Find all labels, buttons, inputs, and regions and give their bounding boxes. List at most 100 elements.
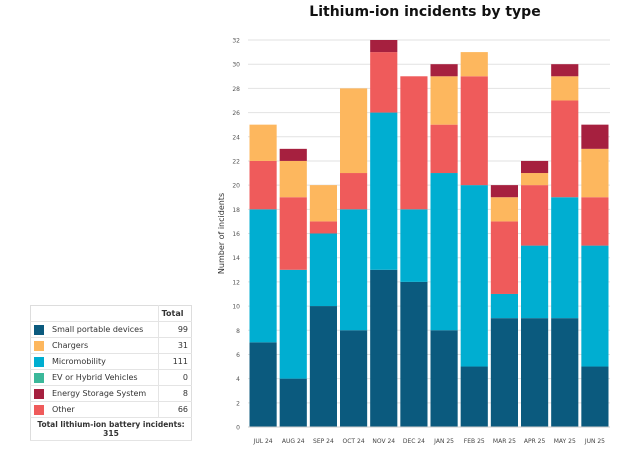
x-tick-label: JUN 25 bbox=[584, 438, 605, 445]
y-tick-label: 30 bbox=[232, 62, 240, 69]
bar-segment bbox=[460, 52, 488, 77]
legend-row: Small portable devices 99 bbox=[30, 321, 192, 338]
bar-segment bbox=[490, 293, 518, 319]
y-tick-label: 2 bbox=[236, 400, 240, 407]
legend-total-value: 0 bbox=[157, 369, 192, 386]
bar-segment bbox=[490, 221, 518, 294]
legend-label: Energy Storage System bbox=[49, 385, 159, 402]
bar-segment bbox=[581, 245, 609, 367]
y-axis-label: Number of incidents bbox=[217, 193, 226, 274]
legend-total-value: 31 bbox=[157, 337, 192, 354]
legend-table: Total Small portable devices 99 Chargers… bbox=[30, 305, 192, 441]
bar-segment bbox=[460, 185, 488, 367]
y-tick-label: 26 bbox=[232, 110, 240, 117]
bar-segment bbox=[521, 173, 549, 186]
x-tick-label: FEB 25 bbox=[464, 438, 485, 445]
bar-segment bbox=[430, 64, 458, 77]
bar-segment bbox=[279, 148, 307, 161]
bar-segment bbox=[581, 197, 609, 246]
y-tick-label: 8 bbox=[236, 328, 240, 335]
bar-segment bbox=[551, 100, 579, 198]
x-tick-label: NOV 24 bbox=[372, 438, 395, 445]
y-tick-label: 6 bbox=[236, 352, 240, 359]
bar-segment bbox=[490, 185, 518, 198]
legend-row: Micromobility 111 bbox=[30, 353, 192, 370]
chart-title: Lithium-ion incidents by type bbox=[309, 4, 541, 20]
bar-segment bbox=[370, 40, 398, 53]
bar-segment bbox=[309, 306, 337, 427]
bar-segment bbox=[279, 160, 307, 198]
y-tick-label: 28 bbox=[232, 86, 240, 93]
bar-segment bbox=[430, 330, 458, 427]
legend-label: Micromobility bbox=[49, 353, 159, 370]
bar-segment bbox=[400, 76, 428, 210]
y-tick-label: 20 bbox=[232, 183, 240, 190]
bar-segment bbox=[430, 76, 458, 125]
legend-swatch bbox=[34, 340, 44, 351]
bar-segment bbox=[551, 64, 579, 77]
bar-segment bbox=[309, 221, 337, 234]
bar-segment bbox=[430, 173, 458, 331]
bar-segment bbox=[581, 124, 609, 149]
bar-segment bbox=[249, 342, 277, 427]
bar-segment bbox=[340, 209, 368, 331]
bar-segment bbox=[551, 197, 579, 319]
x-tick-label: MAY 25 bbox=[554, 438, 576, 445]
x-tick-label: AUG 24 bbox=[282, 438, 305, 445]
y-tick-label: 24 bbox=[232, 134, 240, 141]
legend-swatch bbox=[34, 388, 44, 399]
bar-segment bbox=[490, 318, 518, 427]
y-tick-label: 16 bbox=[232, 231, 240, 238]
bar-segment bbox=[279, 269, 307, 379]
legend-total-value: 99 bbox=[157, 321, 192, 338]
bar-segment bbox=[309, 233, 337, 307]
legend-total-value: 8 bbox=[157, 385, 192, 402]
legend-label: Small portable devices bbox=[49, 321, 159, 338]
bar-segment bbox=[460, 76, 488, 186]
bar-segment bbox=[521, 160, 549, 174]
bar-segment bbox=[249, 209, 277, 343]
bar-segment bbox=[279, 197, 307, 270]
bar-segment bbox=[249, 124, 277, 161]
legend-row: Chargers 31 bbox=[30, 337, 192, 354]
y-tick-label: 12 bbox=[232, 279, 240, 286]
bar-segment bbox=[370, 52, 398, 113]
y-tick-label: 14 bbox=[232, 255, 240, 262]
bar-segment bbox=[521, 185, 549, 246]
legend-label: EV or Hybrid Vehicles bbox=[49, 369, 159, 386]
legend-swatch bbox=[34, 372, 44, 383]
legend-row: EV or Hybrid Vehicles 0 bbox=[30, 369, 192, 386]
bar-segment bbox=[340, 88, 368, 174]
x-tick-label: OCT 24 bbox=[343, 438, 365, 445]
bar-segment bbox=[340, 330, 368, 427]
y-tick-label: 0 bbox=[236, 425, 240, 432]
legend-total-value: 111 bbox=[157, 353, 192, 370]
bar-segment bbox=[551, 76, 579, 101]
bar-segment bbox=[430, 124, 458, 174]
bar-segment bbox=[370, 112, 398, 270]
bar-segment bbox=[340, 173, 368, 210]
legend-row: Other 66 bbox=[30, 401, 192, 418]
bar-segment bbox=[400, 281, 428, 427]
y-tick-label: 10 bbox=[232, 304, 240, 311]
bar-segment bbox=[551, 318, 579, 427]
bar-segment bbox=[521, 318, 549, 427]
legend-swatch bbox=[34, 356, 44, 367]
legend-swatch bbox=[34, 324, 44, 335]
bar-segment bbox=[400, 209, 428, 282]
legend-total: Total lithium-ion battery incidents: 315 bbox=[30, 417, 192, 441]
legend-row: Energy Storage System 8 bbox=[30, 385, 192, 402]
x-tick-label: JUL 24 bbox=[253, 438, 273, 445]
legend-label: Other bbox=[49, 401, 159, 418]
bar-segment bbox=[490, 197, 518, 222]
legend-swatch bbox=[34, 404, 44, 415]
y-tick-label: 32 bbox=[232, 38, 240, 45]
x-tick-label: DEC 24 bbox=[403, 438, 425, 445]
legend-header-total: Total bbox=[157, 305, 192, 322]
legend-label: Chargers bbox=[49, 337, 159, 354]
x-tick-label: MAR 25 bbox=[493, 438, 516, 445]
bar-segment bbox=[581, 148, 609, 198]
bar-segment bbox=[521, 245, 549, 319]
x-tick-label: JAN 25 bbox=[433, 438, 454, 445]
bar-segment bbox=[249, 160, 277, 210]
